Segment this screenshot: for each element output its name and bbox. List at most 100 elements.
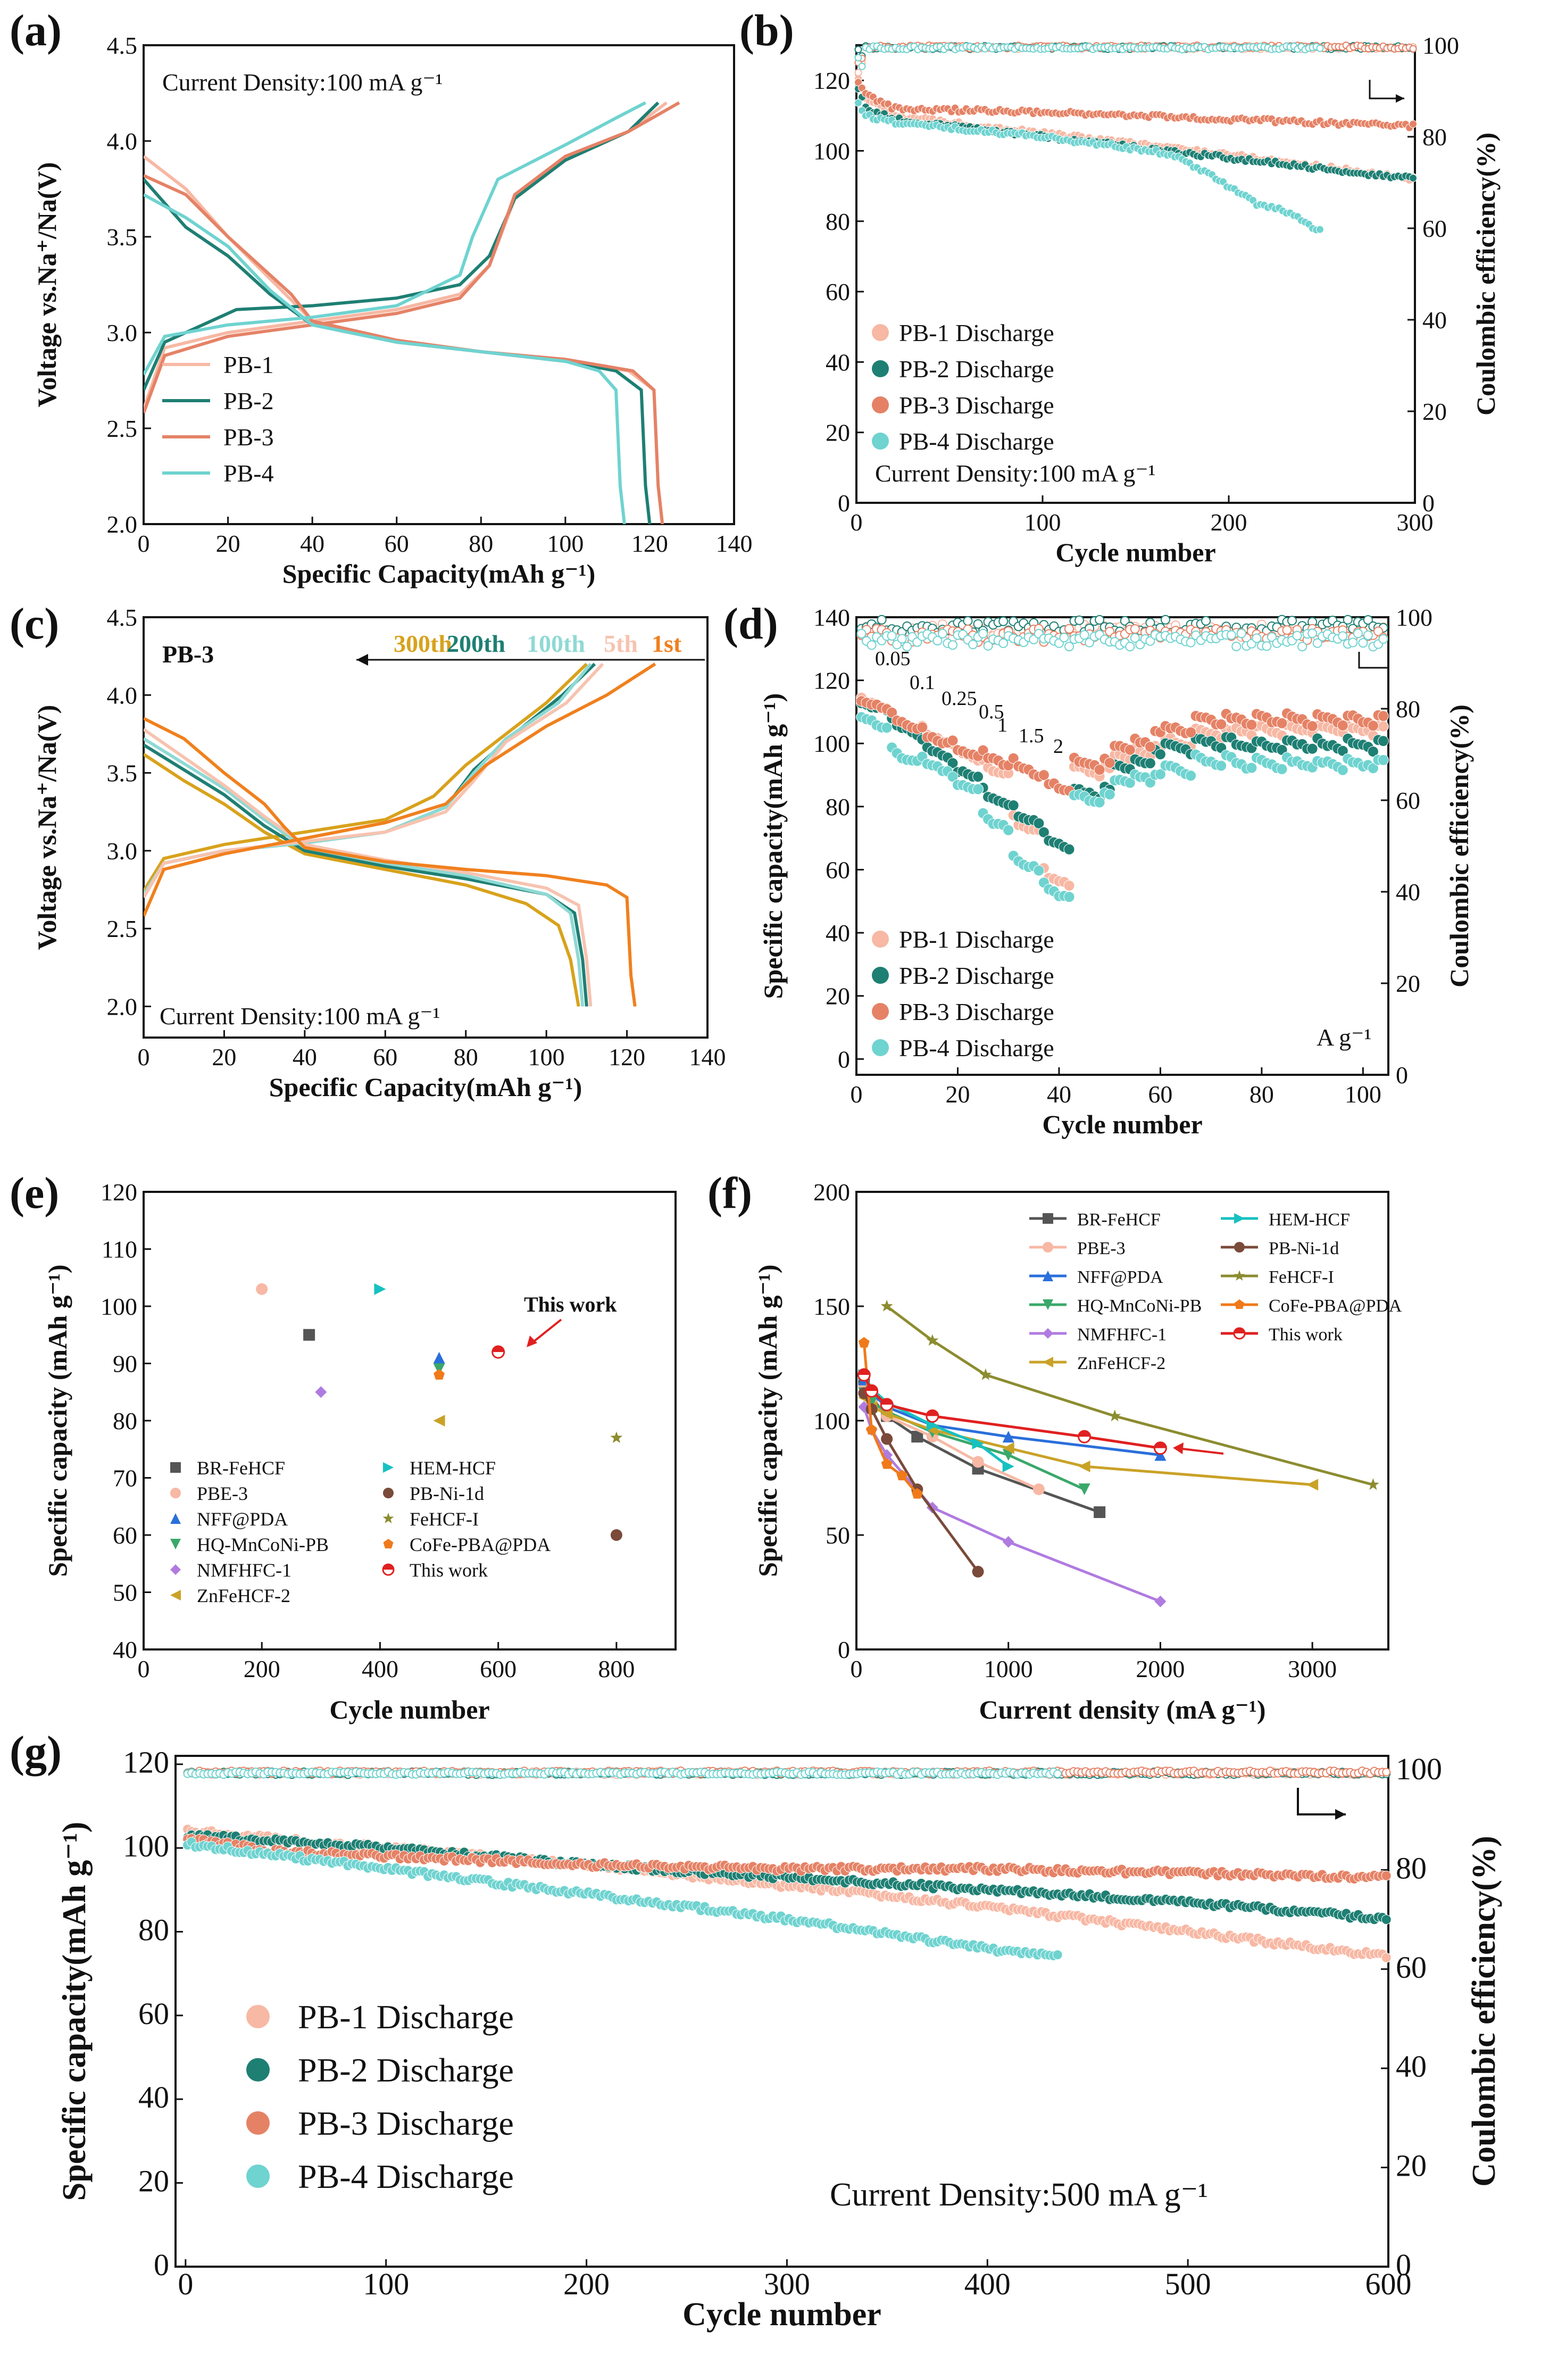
legend-label: PB-1 [223,351,274,378]
cycle-label: 100th [527,630,585,657]
point-FeHCF-I [979,1368,992,1380]
ce-point [1130,624,1140,634]
legend-label: FeHCF-I [410,1508,479,1530]
x-tick-label: 40 [300,530,324,557]
y-tick-label: 140 [813,604,850,631]
ce-point [1338,631,1348,641]
capacity-point [881,722,893,734]
legend-marker [246,2165,270,2188]
capacity-point [1276,764,1288,775]
point-HEM-HCF [374,1283,386,1295]
legend-marker [246,2005,270,2028]
y-tick-label: 20 [138,2164,169,2199]
discharge-curve-200th [144,743,588,1007]
ce-point [1348,637,1358,648]
legend-label: This work [410,1560,488,1581]
capacity-point [1154,749,1166,760]
x-tick-label: 140 [689,1043,726,1071]
current-density-note: Current Density:100 mA g⁻¹ [875,460,1155,487]
legend-label: CoFe-PBA@PDA [1269,1296,1402,1316]
legend-label: This work [1269,1325,1343,1345]
y-tick-label: 0 [838,490,850,517]
y2-tick-label: 20 [1396,970,1420,997]
y-axis-label: Specific capacity(mAh g⁻¹) [56,1822,93,2201]
ce-point [1236,628,1246,638]
discharge-curve-PB-2 [144,178,652,524]
x-tick-label: 0 [851,1081,863,1108]
ce-point [948,640,957,650]
panel-label: (g) [10,1727,62,1777]
x-tick-label: 60 [385,530,409,557]
ce-point [998,616,1009,626]
y2-tick-label: 20 [1396,2149,1427,2183]
y-tick-label: 150 [813,1293,850,1320]
legend-marker [383,1488,394,1498]
y-tick-label: 120 [123,1745,169,1780]
panel-label: (e) [10,1168,59,1218]
legend-label: PB-4 Discharge [899,428,1054,455]
x-tick-label: 120 [609,1043,645,1071]
y-tick-label: 60 [826,856,850,883]
ce-point [858,62,866,70]
y2-tick-label: 80 [1396,1851,1427,1885]
capacity-point [972,771,984,783]
y-tick-label: 200 [813,1179,850,1206]
x-tick-label: 800 [598,1655,635,1682]
point-NFF@PDA [433,1351,445,1364]
y-tick-label: 40 [113,1636,137,1663]
cycle-label: 5th [604,630,638,657]
legend-marker [1043,1242,1053,1253]
x-tick-label: 0 [138,530,150,557]
y2-tick-label: 60 [1422,215,1447,242]
legend-marker [872,396,889,413]
x-tick-label: 100 [547,530,584,557]
ce-point [1226,630,1236,640]
legend-marker [1234,1299,1245,1309]
panel-e: 0 200 400 600 800405060708090100110120Cycle … [10,1168,677,1724]
x-tick-label: 100 [363,2267,409,2301]
legend-label: ZnFeHCF-2 [197,1585,290,1606]
x-tick-label: 60 [1148,1081,1172,1108]
y-tick-label: 4.5 [107,32,138,59]
y2-tick-label: 80 [1396,695,1420,723]
legend-marker [170,1564,181,1575]
ce-point [968,640,978,650]
capacity-point [1003,824,1014,836]
capacity-point [1367,720,1379,732]
legend-marker [170,1513,181,1524]
y-axis-label: Specific capacity (mAh g⁻¹) [753,1264,782,1577]
capacity-point [1052,1950,1063,1960]
capacity-point [1306,720,1318,732]
y2-tick-label: 20 [1422,398,1447,425]
ce-point [1125,642,1135,652]
ce-point [1382,1768,1391,1777]
x-axis-label: Cycle number [1055,537,1215,567]
rate-label: 2 [1053,735,1063,758]
rate-unit: A g⁻¹ [1317,1024,1371,1051]
point-PB-Ni-1d [972,1565,984,1578]
y2-tick-label: 0 [1396,1062,1408,1089]
ce-point [963,616,973,626]
legend-label: FeHCF-I [1269,1267,1334,1287]
ce-point [1252,633,1262,643]
ce-axis-arrow [1358,652,1388,669]
capacity-point [1094,797,1105,808]
ce-point [1353,628,1363,638]
capacity-point [1378,710,1389,722]
y-axis-label: Specific capacity (mAh g⁻¹) [43,1264,72,1577]
x-tick-label: 200 [1211,509,1247,536]
x-tick-label: 20 [945,1081,970,1108]
x-axis-label: Cycle number [682,2296,881,2333]
y-tick-label: 120 [101,1179,137,1206]
y2-tick-label: 100 [1396,604,1432,631]
ce-point [854,54,862,62]
y2-tick-label: 40 [1396,2049,1427,2084]
point-PBE-3 [972,1456,984,1468]
legend-marker [872,433,889,450]
legend-label: PB-4 Discharge [298,2158,514,2195]
panel-label: (c) [10,599,59,649]
point-ZnFeHCF-2 [1078,1461,1090,1472]
current-density-note: Current Density:500 mA g⁻¹ [830,2177,1208,2213]
arrow-head [1396,94,1404,103]
